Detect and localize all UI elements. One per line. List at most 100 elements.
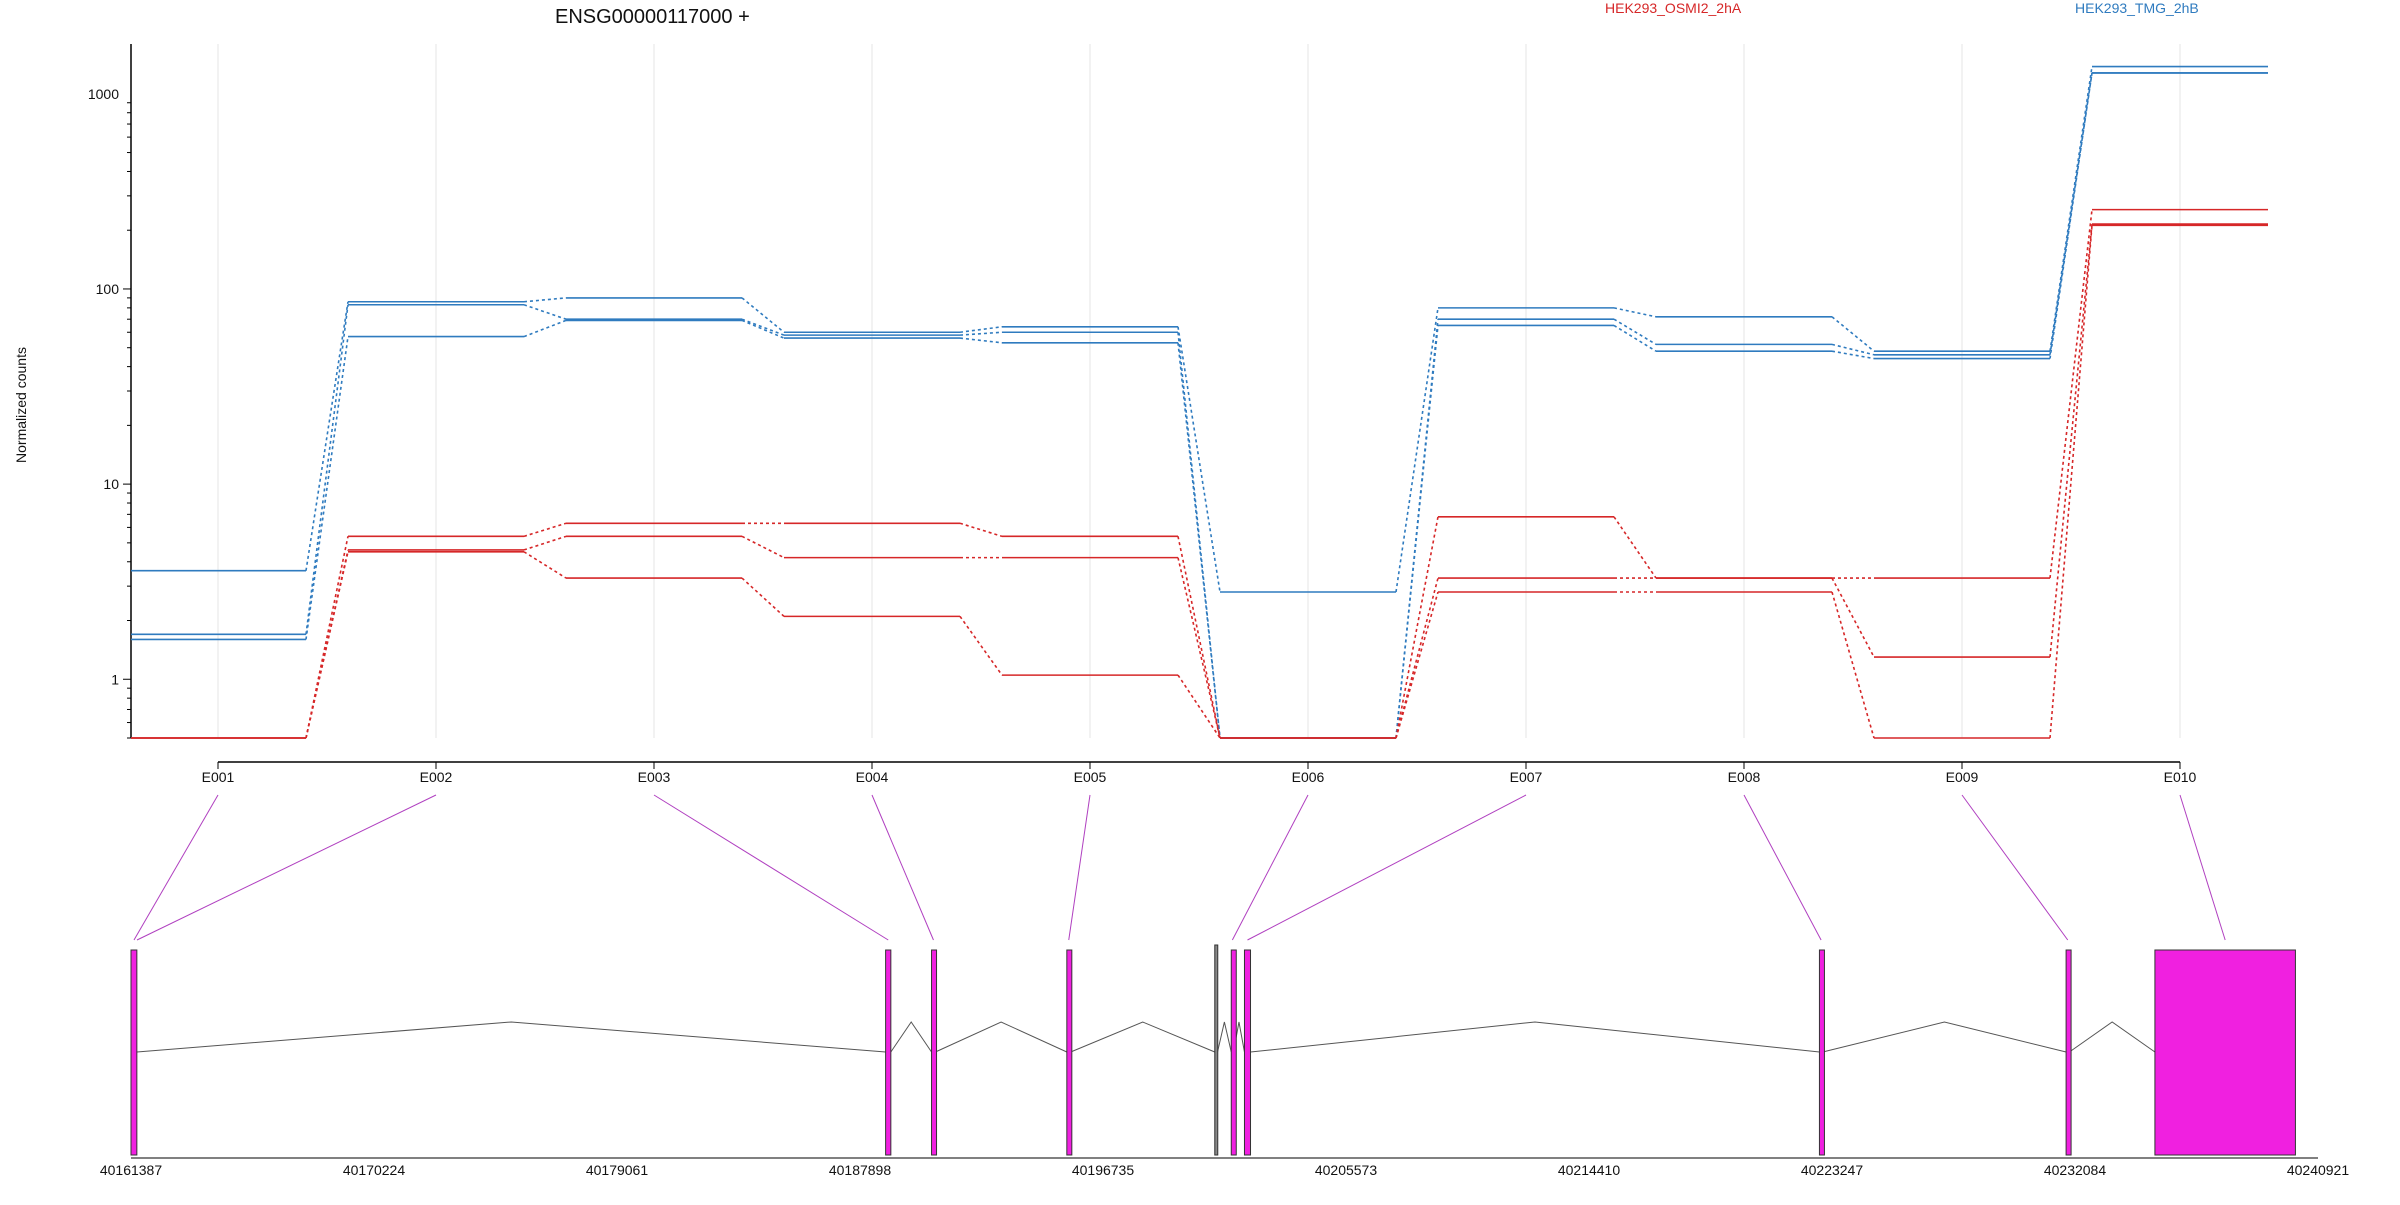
series-4-link-2 xyxy=(741,535,785,559)
series-3-link-4 xyxy=(1177,536,1221,739)
series-0 xyxy=(131,65,2268,593)
series-5-link-0 xyxy=(305,551,349,739)
series-3-link-0 xyxy=(305,536,349,739)
connector-e010 xyxy=(2179,794,2226,941)
series-4-link-4 xyxy=(1177,557,1221,739)
series-lines xyxy=(131,65,2268,739)
series-2-link-0 xyxy=(305,336,349,640)
intron-arc xyxy=(1250,1021,1820,1053)
series-3-link-1 xyxy=(523,522,567,538)
series-3-link-3 xyxy=(959,522,1003,538)
exon-block-e004 xyxy=(931,949,938,1156)
genomic-tick-label: 40187898 xyxy=(829,1162,892,1178)
series-2-link-3 xyxy=(959,337,1003,344)
series-0-link-6 xyxy=(1613,307,1657,318)
series-1-link-0 xyxy=(305,304,349,635)
series-2-link-8 xyxy=(2049,72,2093,359)
series-5-link-5 xyxy=(1395,591,1439,739)
plot-axes: 1 10 100 1000 E001 E002 E003 E004 E005 E006 E007 E0… xyxy=(88,44,2197,785)
exon-block-e007 xyxy=(1243,949,1252,1156)
connector-e007 xyxy=(1247,794,1527,941)
series-1-link-2 xyxy=(741,318,785,336)
genomic-tick-label: 40170224 xyxy=(343,1162,406,1178)
exon-block-e005 xyxy=(1066,949,1073,1156)
exon-block-e010 xyxy=(2154,949,2296,1156)
series-4-link-1 xyxy=(523,535,567,551)
y-tick-label: 10 xyxy=(103,476,119,492)
series-1-link-7 xyxy=(1831,343,1875,356)
x-tick-label-e010: E010 xyxy=(2164,769,2197,785)
series-0-link-2 xyxy=(741,297,785,333)
series-1-link-6 xyxy=(1613,318,1657,346)
series-0-link-4 xyxy=(1177,326,1221,593)
series-0-link-5 xyxy=(1395,307,1439,593)
series-5-link-4 xyxy=(1177,674,1221,739)
x-tick-label-e003: E003 xyxy=(638,769,671,785)
connector-e002 xyxy=(136,794,437,941)
connector-e006 xyxy=(1231,794,1309,941)
series-0-link-0 xyxy=(305,301,349,571)
series-0-link-8 xyxy=(2049,66,2093,352)
series-1-link-4 xyxy=(1177,332,1221,739)
intron-arc xyxy=(1217,1021,1232,1053)
series-5-link-2 xyxy=(741,577,785,617)
genomic-tick-label: 40240921 xyxy=(2287,1162,2350,1178)
intron-arc xyxy=(2069,1021,2156,1053)
series-5 xyxy=(131,224,2268,739)
x-tick-label-e008: E008 xyxy=(1728,769,1761,785)
series-5-link-3 xyxy=(959,615,1003,676)
x-tick-label-e007: E007 xyxy=(1510,769,1543,785)
y-tick-label: 100 xyxy=(96,281,120,297)
connector-e003 xyxy=(653,794,889,941)
genomic-tick-label: 40232084 xyxy=(2044,1162,2107,1178)
series-3-link-8 xyxy=(2049,209,2093,579)
series-5-link-1 xyxy=(523,551,567,579)
y-tick-label: 1 xyxy=(111,671,119,687)
x-tick-label-e002: E002 xyxy=(420,769,453,785)
series-3 xyxy=(131,208,2268,739)
series-5-link-8 xyxy=(2049,225,2093,739)
genomic-tick-label: 40223247 xyxy=(1801,1162,1864,1178)
gene-model-track xyxy=(130,944,2296,1156)
series-3-link-6 xyxy=(1613,516,1657,579)
connector-e008 xyxy=(1743,794,1822,941)
x-tick-label-e001: E001 xyxy=(202,769,235,785)
series-4-link-8 xyxy=(2049,224,2093,658)
series-1-link-1 xyxy=(523,303,567,320)
series-1-link-3 xyxy=(959,331,1003,336)
series-2-link-7 xyxy=(1831,350,1875,360)
series-5-link-7 xyxy=(1831,591,1875,739)
intron-arc xyxy=(1822,1021,2067,1053)
legend-entry-osmi2: HEK293_OSMI2_2hA xyxy=(1605,0,1742,16)
series-2-link-5 xyxy=(1395,325,1439,739)
intron-arc xyxy=(136,1021,886,1053)
y-tick-label: 1000 xyxy=(88,86,119,102)
intron-arc xyxy=(935,1021,1068,1053)
connector-e001 xyxy=(133,794,219,941)
series-0-link-3 xyxy=(959,325,1003,334)
y-axis-label: Normalized counts xyxy=(13,347,29,463)
exon-block-e003 xyxy=(885,949,892,1156)
exon-block-e001 xyxy=(130,949,138,1156)
exon-block-e008 xyxy=(1818,949,1825,1156)
x-tick-label-e009: E009 xyxy=(1946,769,1979,785)
connector-e009 xyxy=(1961,794,2069,941)
x-tick-label-e006: E006 xyxy=(1292,769,1325,785)
genomic-coordinate-axis: 40161387 40170224 40179061 40187898 40196735… xyxy=(100,1157,2350,1178)
exon-connector-lines xyxy=(133,794,2226,941)
x-tick-label-e004: E004 xyxy=(856,769,889,785)
x-gridlines xyxy=(217,44,2181,738)
intron-arc xyxy=(1070,1021,1215,1053)
genomic-tick-label: 40214410 xyxy=(1558,1162,1621,1178)
series-3-link-5 xyxy=(1395,516,1439,739)
intron-arc xyxy=(890,1021,932,1053)
series-2-link-6 xyxy=(1613,324,1657,352)
series-2-link-1 xyxy=(523,319,567,338)
series-0-link-1 xyxy=(523,297,567,303)
series-2-link-2 xyxy=(741,319,785,339)
exon-block-e009 xyxy=(2065,949,2072,1156)
genomic-tick-label: 40161387 xyxy=(100,1162,163,1178)
chart-title: ENSG00000117000 + xyxy=(555,6,750,28)
